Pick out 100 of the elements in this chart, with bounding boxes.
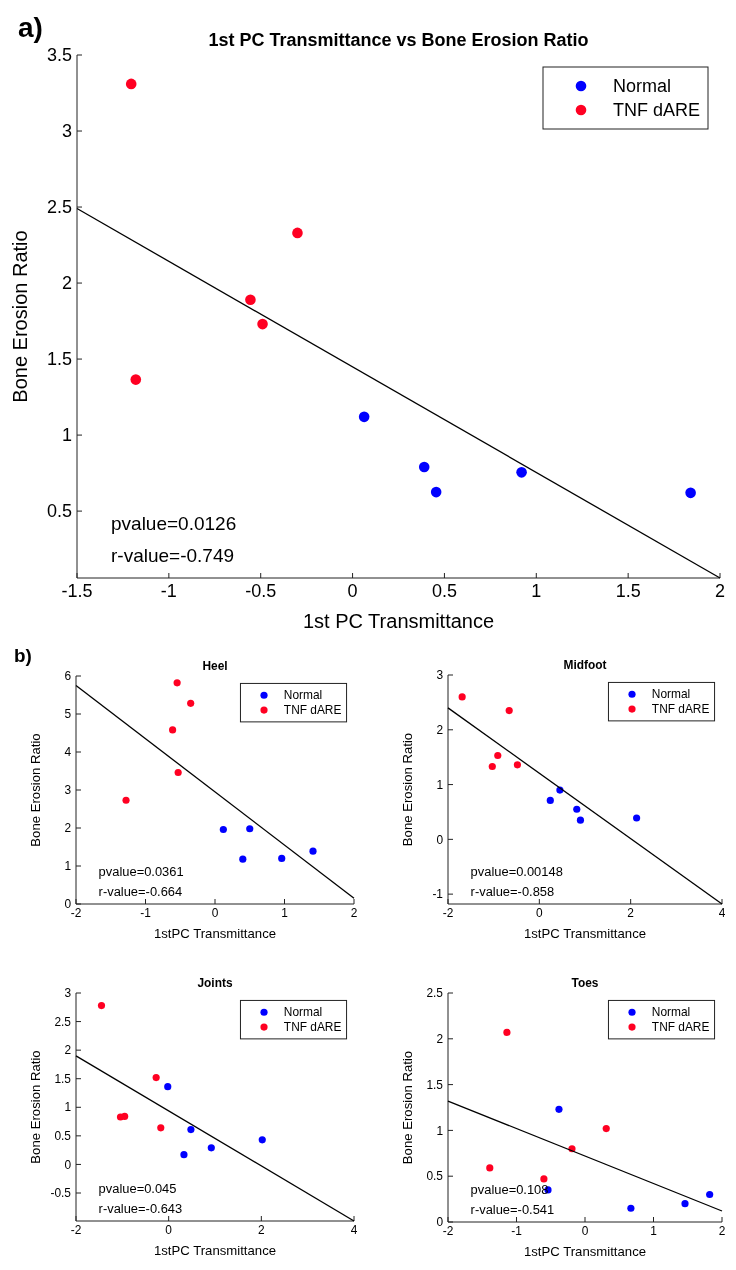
point bbox=[180, 1151, 188, 1159]
point bbox=[97, 1001, 106, 1010]
point bbox=[418, 461, 430, 473]
y-tick-label: 2 bbox=[61, 273, 72, 294]
y-tick-label: -0.5 bbox=[50, 1186, 72, 1201]
y-axis-title: Bone Erosion Ratio bbox=[399, 1050, 415, 1165]
point bbox=[555, 1105, 563, 1113]
y-tick-label: 2.5 bbox=[426, 986, 444, 1001]
point bbox=[546, 796, 554, 805]
point bbox=[174, 768, 182, 777]
point bbox=[258, 1136, 266, 1144]
legend-label: TNF dARE bbox=[613, 100, 701, 121]
legend-label: Normal bbox=[613, 76, 672, 97]
x-tick-label: -1.5 bbox=[61, 581, 93, 601]
annotation: pvalue=0.00148 bbox=[470, 863, 563, 879]
point bbox=[187, 699, 195, 707]
legend-label: Normal bbox=[651, 687, 691, 702]
y-tick-label: 0 bbox=[64, 1157, 72, 1172]
point bbox=[494, 751, 502, 760]
annotation: r-value=-0.749 bbox=[111, 545, 235, 566]
point bbox=[125, 78, 137, 90]
y-axis-title: Bone Erosion Ratio bbox=[9, 230, 31, 403]
legend-label: TNF dARE bbox=[283, 1020, 342, 1035]
legend-label: Normal bbox=[283, 1005, 323, 1020]
x-tick-label: -2 bbox=[70, 1222, 82, 1237]
y-tick-label: -1 bbox=[432, 887, 444, 902]
point bbox=[278, 854, 286, 862]
annotation: pvalue=0.0361 bbox=[98, 863, 184, 879]
point bbox=[239, 855, 247, 863]
point bbox=[685, 487, 696, 499]
legend-label: TNF dARE bbox=[283, 703, 342, 718]
point bbox=[627, 1204, 635, 1212]
point bbox=[309, 847, 317, 855]
x-tick-label: -2 bbox=[442, 1223, 454, 1238]
point bbox=[246, 825, 254, 833]
point bbox=[257, 318, 268, 330]
x-tick-label: 4 bbox=[350, 1222, 358, 1237]
y-tick-label: 2 bbox=[436, 1031, 444, 1046]
y-tick-label: 1 bbox=[64, 859, 72, 874]
y-tick-label: 2.5 bbox=[46, 197, 72, 218]
y-tick-label: 3 bbox=[64, 783, 72, 798]
point bbox=[122, 796, 130, 804]
y-tick-label: 3 bbox=[436, 668, 444, 683]
chart-title: Midfoot bbox=[563, 657, 607, 672]
x-axis-title: 1stPC Transmittance bbox=[153, 1243, 277, 1259]
point bbox=[157, 1124, 165, 1132]
x-tick-label: -2 bbox=[442, 905, 454, 920]
y-tick-label: 2 bbox=[64, 1043, 72, 1058]
x-tick-label: 0 bbox=[211, 905, 219, 920]
y-tick-label: 4 bbox=[64, 745, 72, 760]
point bbox=[540, 1175, 548, 1183]
x-tick-label: 1.5 bbox=[615, 581, 641, 601]
text: a) bbox=[18, 12, 43, 43]
x-tick-label: -2 bbox=[70, 905, 82, 920]
chart-title: Toes bbox=[571, 975, 599, 990]
y-tick-label: 1.5 bbox=[46, 349, 72, 370]
point bbox=[207, 1144, 215, 1152]
point bbox=[513, 761, 521, 769]
chart-title: 1st PC Transmittance vs Bone Erosion Ratio bbox=[208, 30, 589, 50]
annotation: r-value=-0.664 bbox=[98, 884, 183, 900]
point bbox=[706, 1190, 714, 1199]
y-tick-label: 0 bbox=[436, 832, 444, 847]
y-tick-label: 2.5 bbox=[54, 1014, 72, 1029]
point bbox=[358, 411, 370, 423]
y-tick-label: 3.5 bbox=[46, 45, 72, 66]
y-tick-label: 1 bbox=[61, 425, 72, 446]
point bbox=[681, 1200, 689, 1208]
legend-label: Normal bbox=[283, 688, 323, 703]
x-axis-title: 1stPC Transmittance bbox=[153, 926, 277, 942]
y-tick-label: 3 bbox=[61, 121, 72, 142]
y-tick-label: 1 bbox=[436, 777, 444, 792]
y-axis-title: Bone Erosion Ratio bbox=[399, 732, 415, 847]
y-tick-label: 2 bbox=[64, 821, 72, 836]
point bbox=[164, 1083, 172, 1091]
y-tick-label: 3 bbox=[64, 986, 72, 1001]
point bbox=[488, 762, 496, 771]
point bbox=[576, 816, 585, 824]
x-tick-label: 0 bbox=[165, 1222, 173, 1237]
annotation: pvalue=0.045 bbox=[98, 1180, 177, 1196]
x-tick-label: 2 bbox=[627, 905, 635, 920]
point bbox=[430, 486, 442, 498]
y-tick-label: 6 bbox=[64, 669, 72, 684]
annotation: r-value=-0.643 bbox=[98, 1201, 183, 1217]
y-tick-label: 5 bbox=[64, 707, 72, 722]
y-axis-title: Bone Erosion Ratio bbox=[27, 733, 43, 847]
point bbox=[633, 814, 641, 822]
y-tick-label: 0.5 bbox=[46, 501, 72, 522]
y-tick-label: 1.5 bbox=[54, 1071, 72, 1086]
point bbox=[152, 1073, 160, 1082]
x-tick-label: 0 bbox=[536, 905, 544, 920]
y-tick-label: 1 bbox=[64, 1100, 72, 1115]
legend-label: TNF dARE bbox=[651, 702, 710, 717]
annotation: pvalue=0.0126 bbox=[111, 513, 237, 534]
x-axis-title: 1stPC Transmittance bbox=[523, 926, 647, 942]
chart-title: Joints bbox=[197, 975, 233, 990]
point bbox=[573, 805, 581, 813]
y-axis-title: Bone Erosion Ratio bbox=[27, 1050, 43, 1164]
point bbox=[219, 825, 227, 834]
point bbox=[503, 1028, 511, 1036]
x-tick-label: 4 bbox=[718, 905, 726, 920]
